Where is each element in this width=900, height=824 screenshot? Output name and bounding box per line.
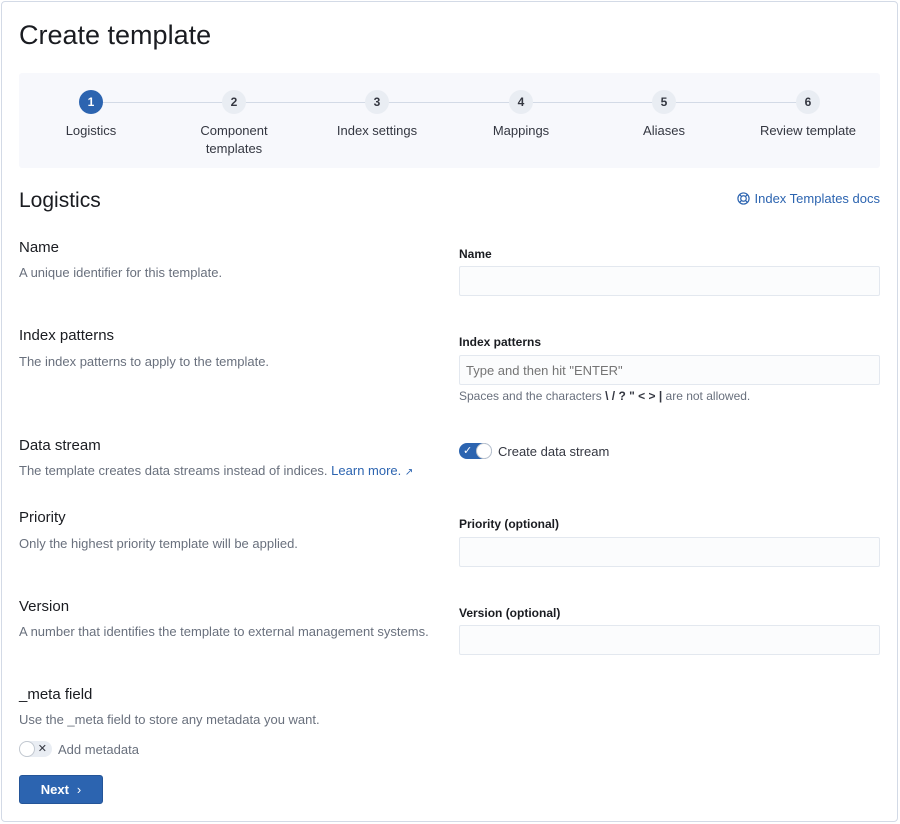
step-label: Index settings — [336, 123, 418, 138]
external-link-icon: ↗ — [404, 467, 414, 478]
name-label: Name — [459, 247, 492, 261]
step-label: Review template — [759, 123, 857, 138]
step-component-templates[interactable]: 2 Component templates — [169, 90, 299, 158]
index-patterns-label: Index patterns — [459, 335, 542, 349]
name-input[interactable] — [459, 266, 880, 296]
step-number: 4 — [509, 90, 533, 114]
data-stream-title: Data stream — [19, 437, 101, 454]
meta-title: _meta field — [19, 686, 93, 703]
step-number: 3 — [365, 90, 389, 114]
step-logistics[interactable]: 1 Logistics — [26, 90, 156, 140]
step-label: Logistics — [65, 123, 117, 138]
switch[interactable]: ✕ — [19, 741, 52, 757]
step-review-template[interactable]: 6 Review template — [743, 90, 873, 140]
check-icon: ✓ — [463, 445, 473, 457]
toggle-label: Add metadata — [58, 741, 139, 757]
help-lifebuoy-icon — [736, 192, 750, 205]
name-title: Name — [19, 239, 60, 256]
chevron-right-icon: › — [76, 782, 82, 797]
meta-description: Use the _meta field to store any metadat… — [19, 712, 320, 727]
step-number: 6 — [796, 90, 820, 114]
next-button[interactable]: Next › — [19, 775, 103, 804]
step-aliases[interactable]: 5 Aliases — [599, 90, 729, 140]
toggle-label: Create data stream — [498, 443, 610, 459]
index-patterns-input[interactable] — [459, 355, 880, 385]
steps-connector — [91, 102, 808, 103]
help-text: are not allowed. — [665, 389, 751, 403]
priority-description: Only the highest priority template will … — [19, 536, 298, 551]
step-number: 2 — [222, 90, 246, 114]
step-label: Mappings — [492, 123, 550, 138]
step-mappings[interactable]: 4 Mappings — [456, 90, 586, 140]
data-stream-description: The template creates data streams instea… — [19, 463, 413, 478]
name-description: A unique identifier for this template. — [19, 265, 223, 280]
create-data-stream-toggle[interactable]: ✓ Create data stream — [459, 443, 609, 459]
version-title: Version — [19, 598, 70, 615]
index-patterns-help: Spaces and the characters \ / ? " < > | … — [459, 389, 750, 403]
description-text: The template creates data streams instea… — [19, 463, 328, 478]
version-input[interactable] — [459, 625, 880, 655]
learn-more-link[interactable]: Learn more. — [331, 463, 402, 478]
help-text: Spaces and the characters — [459, 389, 602, 403]
steps-nav: 1 Logistics 2 Component templates 3 Index s… — [19, 73, 880, 168]
add-metadata-toggle[interactable]: ✕ Add metadata — [19, 741, 139, 757]
index-patterns-title: Index patterns — [19, 327, 115, 344]
step-number: 1 — [79, 90, 103, 114]
priority-input[interactable] — [459, 537, 880, 567]
page-title: Create template — [19, 20, 212, 50]
index-patterns-description: The index patterns to apply to the templ… — [19, 354, 270, 369]
version-label: Version (optional) — [459, 606, 561, 620]
step-label: Aliases — [643, 123, 685, 138]
next-label: Next — [40, 782, 69, 797]
step-number: 5 — [652, 90, 676, 114]
priority-title: Priority — [19, 509, 66, 526]
step-index-settings[interactable]: 3 Index settings — [312, 90, 442, 140]
docs-link-label: Index Templates docs — [754, 191, 881, 206]
docs-link[interactable]: Index Templates docs — [736, 191, 881, 206]
version-description: A number that identifies the template to… — [19, 624, 429, 639]
step-label: Component templates — [200, 123, 268, 156]
section-title: Logistics — [19, 189, 101, 212]
x-icon: ✕ — [37, 743, 47, 755]
switch[interactable]: ✓ — [459, 443, 492, 459]
priority-label: Priority (optional) — [459, 517, 559, 531]
help-chars: \ / ? " < > | — [605, 389, 663, 403]
